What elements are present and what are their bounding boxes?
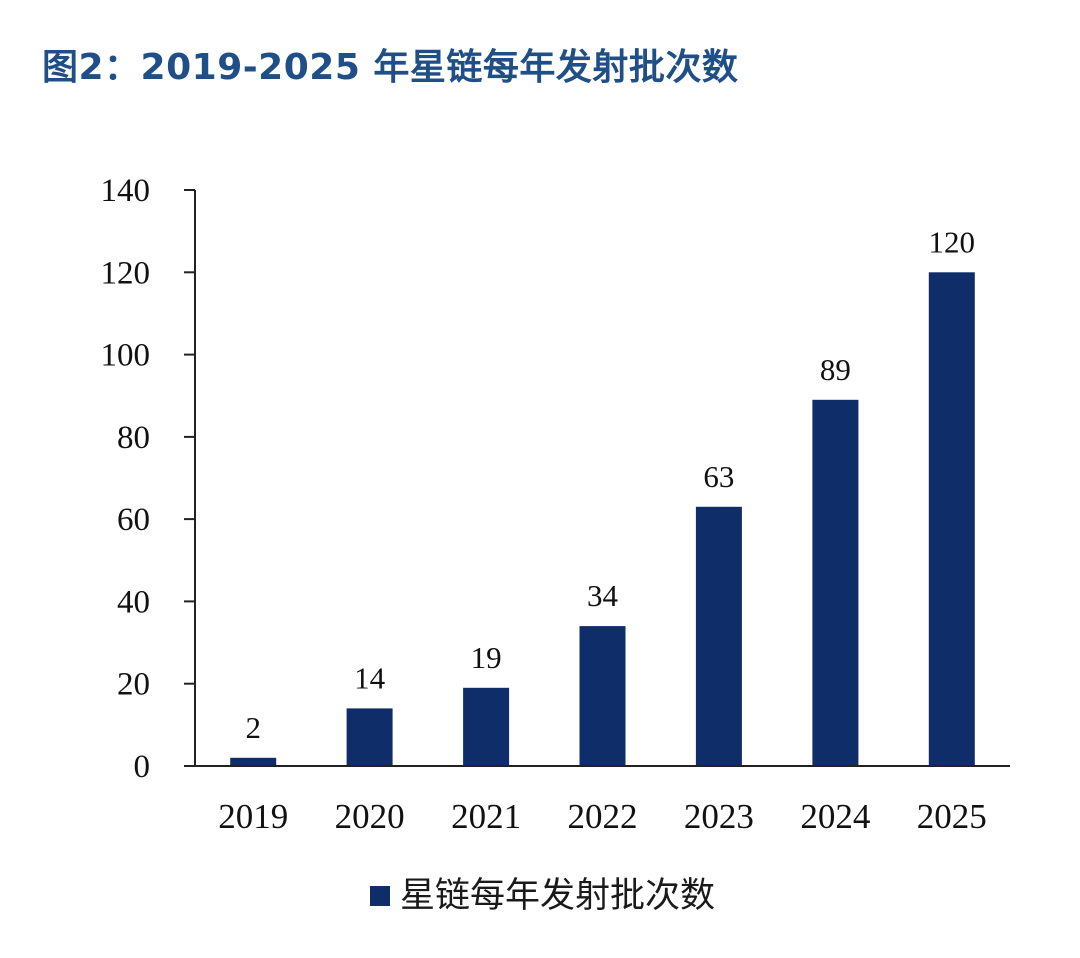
- data-label-2019: 2: [245, 710, 261, 745]
- bar-2025: [928, 272, 975, 766]
- y-tick-label-0: 0: [134, 749, 151, 785]
- y-tick-label-40: 40: [117, 584, 150, 620]
- x-tick-label-2025: 2025: [917, 797, 987, 836]
- data-label-2025: 120: [929, 224, 976, 259]
- bar-2024: [812, 399, 859, 766]
- bar-2022: [579, 626, 626, 766]
- y-tick-label-60: 60: [117, 502, 150, 538]
- axes-layer: 2019 2020 2021 2022 2023 2024 2025 0 20 40 60 80 100…: [101, 173, 1010, 836]
- chart-title: 图2：2019-2025 年星链每年发射批次数: [42, 47, 739, 88]
- x-tick-label-2019: 2019: [218, 797, 288, 836]
- legend-label: 星链每年发射批次数: [400, 876, 716, 916]
- y-tick-label-100: 100: [101, 338, 151, 374]
- x-tick-label-2023: 2023: [684, 797, 754, 836]
- x-tick-label-2024: 2024: [800, 797, 870, 836]
- y-tick-label-20: 20: [117, 667, 150, 703]
- data-label-2020: 14: [354, 660, 386, 695]
- data-label-2021: 19: [471, 640, 502, 675]
- x-tick-label-2022: 2022: [568, 797, 638, 836]
- bar-2023: [695, 506, 742, 766]
- x-tick-label-2020: 2020: [335, 797, 405, 836]
- data-label-2023: 63: [703, 459, 734, 494]
- bar-2021: [463, 687, 510, 766]
- bars-layer: [230, 272, 975, 766]
- data-label-2022: 34: [587, 578, 619, 613]
- bar-2019: [230, 757, 277, 766]
- bar-2020: [346, 708, 393, 766]
- y-tick-label-80: 80: [117, 420, 150, 456]
- legend: 星链每年发射批次数: [370, 868, 715, 924]
- legend-swatch: [370, 886, 390, 906]
- data-labels-layer: 2 14 19 34 63 89 120: [245, 224, 976, 745]
- y-tick-label-140: 140: [101, 173, 151, 209]
- y-tick-label-120: 120: [101, 255, 151, 291]
- x-tick-label-2021: 2021: [451, 797, 521, 836]
- data-label-2024: 89: [820, 352, 851, 387]
